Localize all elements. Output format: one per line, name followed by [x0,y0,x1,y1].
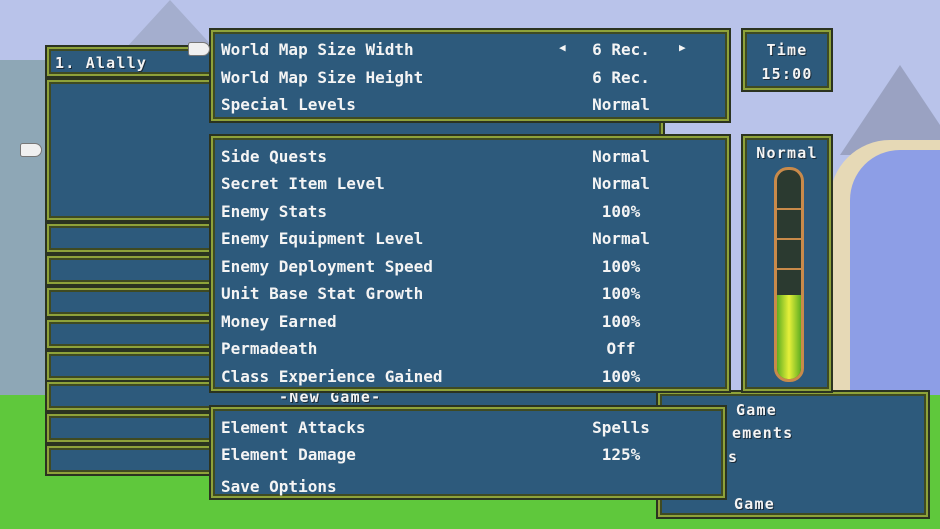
difficulty-gauge-fill [777,295,801,379]
setting-label: Secret Item Level [221,174,385,193]
arrow-right-icon[interactable]: ▶ [679,41,686,54]
menu-item[interactable]: ements [732,424,794,442]
setting-label: Permadeath [221,339,318,358]
sea [850,150,940,400]
save-options-button[interactable]: Save Options [221,473,715,500]
setting-world-map-height[interactable]: World Map Size Height 6 Rec. [221,64,719,91]
setting-label: Enemy Stats [221,202,327,221]
pointer-hand-icon [188,42,210,56]
setting-label: Element Attacks [221,418,366,437]
game-settings-panel: Side Quests Normal Secret Item Level Norma… [209,134,731,393]
setting-money-earned[interactable]: Money Earned 100% [221,308,719,335]
gauge-tick [777,268,801,270]
setting-label: World Map Size Width [221,40,414,59]
setting-label: Element Damage [221,445,356,464]
menu-item[interactable]: Game [736,401,777,419]
map-settings-panel: World Map Size Width ◀ 6 Rec. ▶ World Ma… [209,28,731,123]
setting-special-levels[interactable]: Special Levels Normal [221,91,719,118]
time-label: Time [766,41,808,59]
setting-value: 125% [601,445,641,464]
setting-value: 100% [601,312,641,331]
time-panel: Time 15:00 [741,28,833,92]
party-member-name[interactable]: 1. Alally [55,54,148,72]
setting-label: Side Quests [221,147,327,166]
setting-label: Enemy Equipment Level [221,229,424,248]
setting-enemy-stats[interactable]: Enemy Stats 100% [221,198,719,225]
gauge-tick [777,208,801,210]
setting-secret-item-level[interactable]: Secret Item Level Normal [221,170,719,197]
setting-unit-base-stat-growth[interactable]: Unit Base Stat Growth 100% [221,280,719,307]
menu-item[interactable]: Game [734,495,775,513]
difficulty-label: Normal [756,144,818,162]
time-value: 15:00 [761,65,813,83]
setting-value: 6 Rec. [592,40,650,59]
setting-value: Off [606,339,636,358]
setting-value: 100% [601,202,641,221]
setting-element-damage[interactable]: Element Damage 125% [221,441,715,468]
setting-label: Enemy Deployment Speed [221,257,433,276]
setting-world-map-width[interactable]: World Map Size Width ◀ 6 Rec. ▶ [221,36,719,63]
setting-value: 100% [601,257,641,276]
setting-value: Normal [592,174,650,193]
setting-class-experience-gained[interactable]: Class Experience Gained 100% [221,363,719,390]
element-settings-panel: Element Attacks Spells Element Damage 125%… [209,405,727,500]
gauge-tick [777,238,801,240]
setting-enemy-equipment-level[interactable]: Enemy Equipment Level Normal [221,225,719,252]
setting-label: Special Levels [221,95,356,114]
setting-value: 6 Rec. [592,68,650,87]
setting-permadeath[interactable]: Permadeath Off [221,335,719,362]
difficulty-gauge [774,167,804,382]
setting-value: Normal [592,95,650,114]
difficulty-panel: Normal [741,134,833,393]
setting-value: 100% [601,367,641,386]
setting-enemy-deployment-speed[interactable]: Enemy Deployment Speed 100% [221,253,719,280]
menu-item[interactable]: s [728,448,739,466]
setting-side-quests[interactable]: Side Quests Normal [221,143,719,170]
setting-value: Spells [592,418,650,437]
setting-label: Unit Base Stat Growth [221,284,424,303]
setting-value: 100% [601,284,641,303]
setting-label: Class Experience Gained [221,367,443,386]
arrow-left-icon[interactable]: ◀ [559,41,566,54]
setting-label: Money Earned [221,312,337,331]
save-options-label: Save Options [221,477,337,496]
setting-value: Normal [592,229,650,248]
setting-value: Normal [592,147,650,166]
pointer-hand-icon [20,143,42,157]
setting-label: World Map Size Height [221,68,424,87]
setting-element-attacks[interactable]: Element Attacks Spells [221,414,715,441]
